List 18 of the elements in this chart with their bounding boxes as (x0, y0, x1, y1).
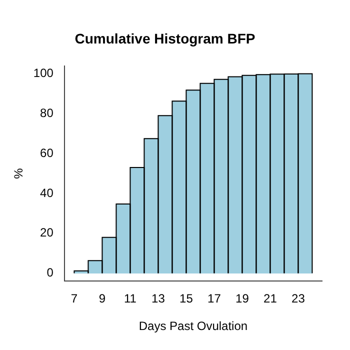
x-tick-label: 9 (98, 292, 106, 306)
x-tick-label: 15 (180, 292, 194, 306)
x-tick-label: 7 (70, 292, 78, 306)
y-axis-title: % (12, 168, 26, 179)
y-tick-label: 60 (40, 146, 54, 160)
x-tick-label: 11 (124, 292, 137, 306)
x-tick-label: 13 (152, 292, 166, 306)
x-tick-label: 21 (264, 292, 278, 306)
chart-title: Cumulative Histogram BFP (74, 30, 256, 46)
y-tick-label: 100 (33, 66, 54, 80)
y-tick-label: 40 (40, 186, 54, 200)
x-tick-label: 17 (208, 292, 222, 306)
x-tick-label: 23 (292, 292, 306, 306)
x-axis-title: Days Past Ovulation (138, 319, 248, 334)
y-tick-label: 80 (40, 106, 54, 120)
x-tick-label: 19 (236, 292, 250, 306)
y-tick-label: 0 (46, 266, 54, 280)
y-tick-label: 20 (40, 226, 54, 240)
